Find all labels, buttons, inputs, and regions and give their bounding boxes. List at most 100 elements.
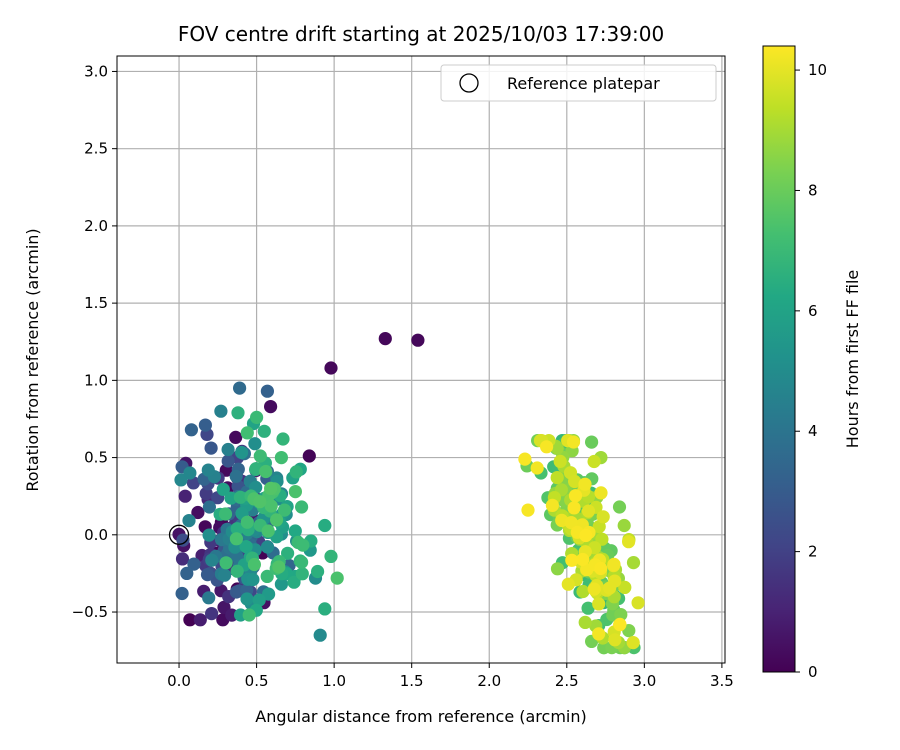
x-tick-label: 2.0 (477, 672, 501, 690)
data-point (240, 426, 254, 440)
x-tick-label: 1.5 (400, 672, 424, 690)
data-point (578, 615, 592, 630)
data-point (592, 597, 606, 611)
data-point (313, 628, 327, 642)
x-axis-label: Angular distance from reference (arcmin) (255, 707, 586, 726)
legend-marker-icon (459, 73, 479, 93)
data-point (180, 566, 194, 581)
data-point (550, 562, 565, 576)
data-point (566, 435, 581, 449)
y-tick-label: −0.5 (72, 603, 108, 621)
y-tick-label: 3.0 (84, 62, 108, 80)
x-tick-label: 1.0 (322, 672, 346, 690)
data-point (260, 569, 274, 584)
data-point (219, 556, 233, 570)
x-tick-label: 3.0 (632, 672, 656, 690)
data-point (618, 580, 632, 595)
data-points (172, 332, 645, 655)
data-point (626, 556, 641, 570)
data-point (174, 473, 188, 487)
data-point (581, 504, 596, 518)
data-point (257, 424, 271, 438)
data-point (561, 577, 575, 591)
data-point (247, 557, 261, 572)
data-point (521, 503, 535, 517)
data-point (518, 452, 532, 466)
data-point (626, 636, 640, 650)
data-point (233, 490, 247, 504)
data-point (218, 568, 232, 582)
y-tick-label: 0.5 (84, 449, 108, 467)
reference-marker-layer (168, 524, 190, 545)
data-point (274, 577, 288, 591)
data-point (200, 568, 215, 582)
reference-platepar-marker (168, 524, 190, 545)
data-point (201, 463, 215, 477)
data-point (239, 540, 253, 554)
data-point (568, 489, 583, 503)
y-tick-label: 2.0 (84, 217, 108, 235)
data-point (198, 418, 212, 432)
data-point (264, 400, 278, 414)
data-point (281, 546, 295, 560)
data-point (330, 571, 344, 585)
data-point (545, 498, 560, 512)
data-point (176, 533, 190, 547)
data-point (202, 591, 216, 605)
legend-box (440, 64, 717, 102)
data-point (240, 515, 254, 529)
chart-title: FOV centre drift starting at 2025/10/03 … (178, 22, 664, 46)
colorbar-tick-label: 4 (808, 422, 818, 440)
data-point (564, 516, 578, 530)
data-point (230, 522, 244, 536)
data-point (260, 540, 275, 554)
grid-lines (117, 56, 725, 663)
y-tick-label: 0.0 (84, 526, 108, 544)
x-tick-label: 0.5 (245, 672, 269, 690)
data-point (259, 464, 273, 479)
data-point (289, 465, 303, 479)
data-point (579, 528, 593, 543)
legend-entry-label: Reference platepar (507, 74, 660, 93)
data-point (608, 633, 622, 647)
data-point (276, 432, 290, 446)
data-point (622, 535, 636, 549)
y-axis-label: Rotation from reference (arcmin) (23, 228, 42, 491)
x-tick-label: 0.0 (167, 672, 191, 690)
data-point (540, 440, 554, 454)
x-tick-label: 3.5 (710, 672, 734, 690)
data-point (295, 555, 309, 569)
data-point (578, 477, 592, 491)
colorbar-tick-label: 2 (808, 543, 818, 561)
data-point (613, 617, 627, 632)
data-point (296, 538, 310, 552)
data-point (202, 500, 216, 514)
data-point (302, 449, 316, 463)
data-point (187, 557, 201, 571)
data-point (631, 596, 645, 610)
data-point (596, 510, 610, 524)
data-point (205, 553, 219, 567)
x-tick-label: 2.5 (555, 672, 579, 690)
data-point (614, 608, 628, 622)
data-point (233, 381, 247, 395)
data-point (218, 507, 233, 521)
data-point (585, 435, 599, 449)
data-point (229, 469, 243, 483)
data-point (295, 567, 309, 581)
data-point (576, 552, 590, 567)
data-point (178, 489, 192, 503)
data-point (587, 582, 601, 596)
y-tick-label: 1.0 (84, 371, 108, 389)
data-point (231, 406, 245, 420)
data-point (229, 532, 243, 546)
data-point (581, 601, 595, 615)
data-point (411, 333, 425, 347)
data-point (205, 607, 219, 621)
data-point (204, 441, 218, 455)
data-point (253, 495, 267, 509)
data-point (295, 500, 309, 514)
data-point (253, 449, 267, 463)
data-point (318, 602, 332, 616)
